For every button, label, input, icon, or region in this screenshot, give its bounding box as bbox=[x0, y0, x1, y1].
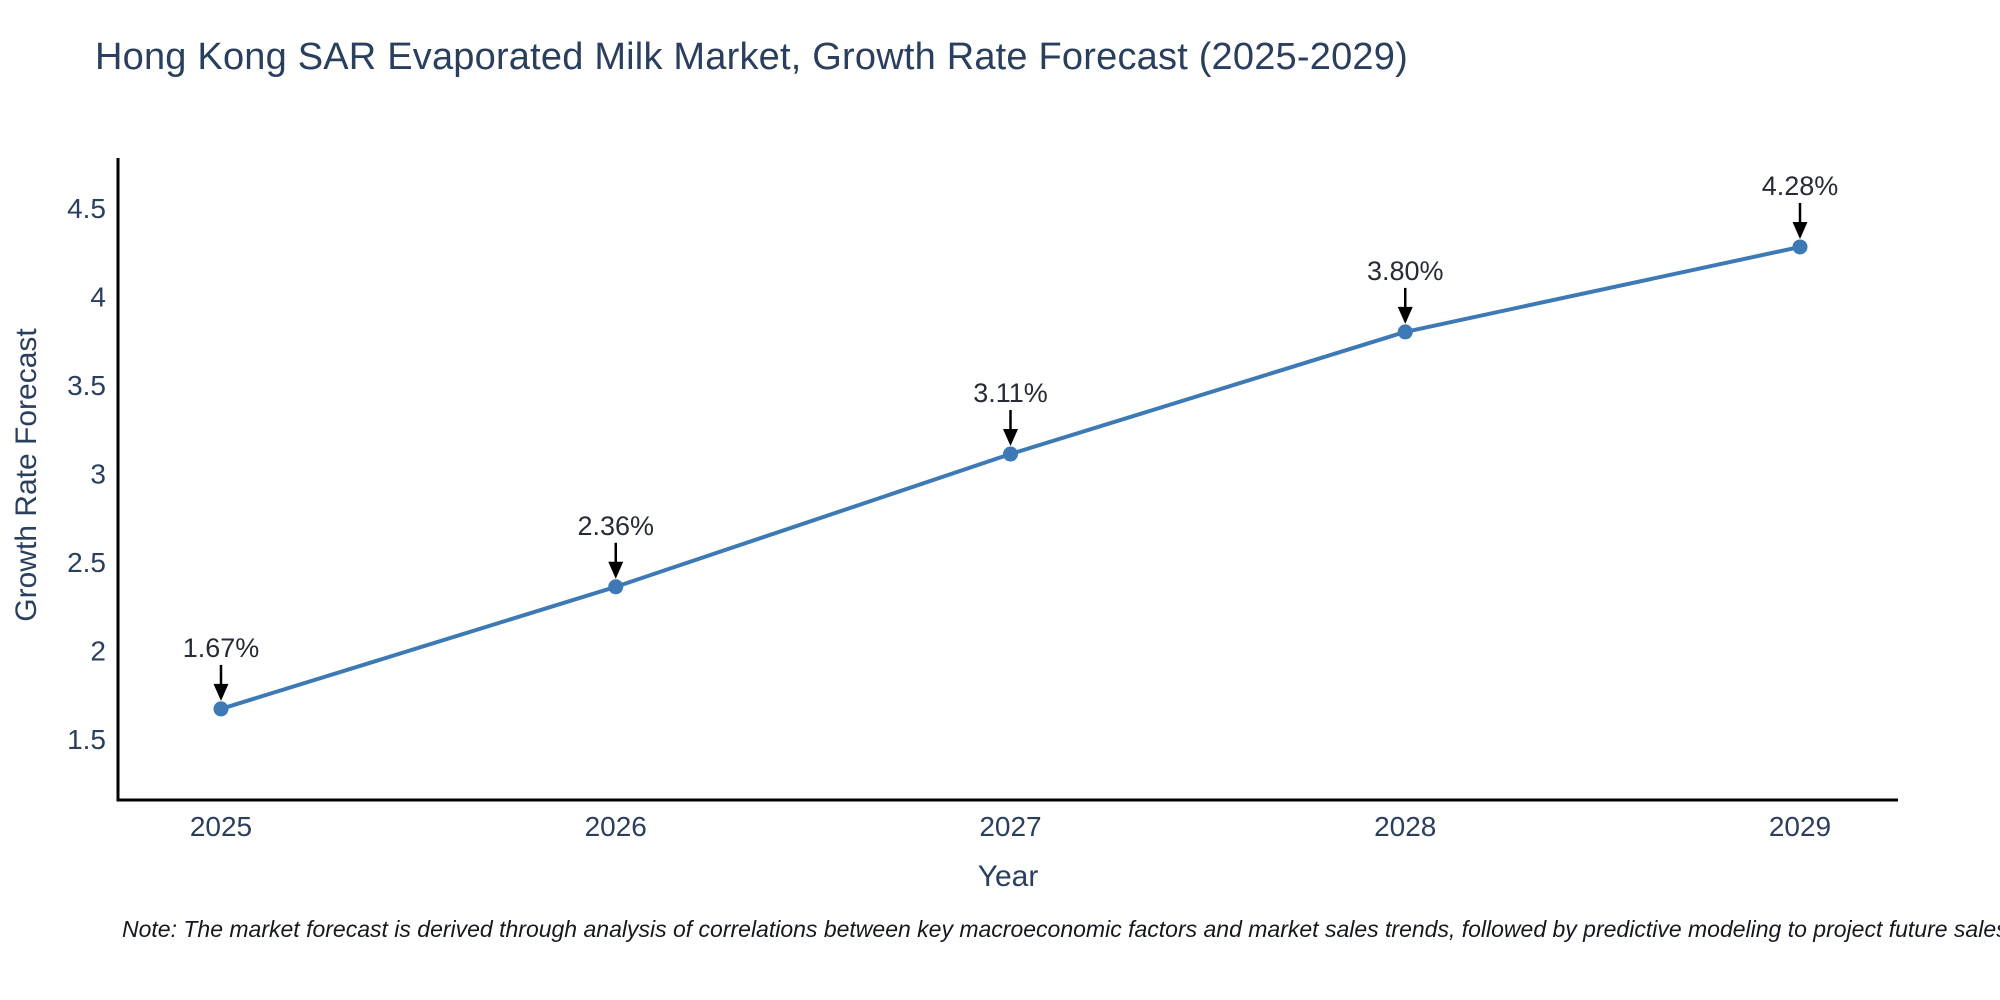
x-axis-title: Year bbox=[978, 860, 1039, 893]
data-point-marker bbox=[213, 701, 229, 717]
y-tick-label: 1.5 bbox=[67, 724, 106, 755]
annotation-arrowhead bbox=[608, 561, 624, 579]
y-tick-label: 3.5 bbox=[67, 370, 106, 401]
x-tick-label: 2029 bbox=[1769, 811, 1831, 842]
point-annotation: 1.67% bbox=[183, 633, 260, 663]
point-annotation: 2.36% bbox=[577, 511, 654, 541]
footnote: Note: The market forecast is derived thr… bbox=[122, 916, 2000, 942]
data-point-marker bbox=[1003, 446, 1018, 462]
annotation-arrowhead bbox=[213, 683, 229, 701]
x-tick-label: 2025 bbox=[190, 811, 252, 842]
chart-title: Hong Kong SAR Evaporated Milk Market, Gr… bbox=[95, 36, 1408, 78]
x-tick-label: 2027 bbox=[979, 811, 1041, 842]
point-annotation: 3.80% bbox=[1367, 256, 1444, 286]
series-line bbox=[219, 244, 1802, 711]
y-tick-label: 4.5 bbox=[67, 193, 106, 224]
annotation-arrowhead bbox=[1003, 429, 1018, 447]
x-tick-label: 2026 bbox=[585, 811, 647, 842]
y-tick-label: 4 bbox=[90, 282, 106, 313]
y-tick-label: 3 bbox=[90, 459, 106, 490]
data-point-marker bbox=[1397, 324, 1413, 340]
data-point-marker bbox=[608, 579, 624, 595]
x-tick-label: 2028 bbox=[1374, 811, 1436, 842]
point-annotation: 4.28% bbox=[1762, 171, 1839, 201]
annotation-arrowhead bbox=[1792, 221, 1808, 239]
annotation-arrowhead bbox=[1397, 306, 1413, 324]
y-tick-label: 2 bbox=[90, 636, 106, 667]
y-axis-title: Growth Rate Forecast bbox=[10, 328, 43, 622]
y-tick-label: 2.5 bbox=[67, 547, 106, 578]
point-annotation: 3.11% bbox=[973, 378, 1048, 408]
data-point-marker bbox=[1792, 239, 1808, 255]
